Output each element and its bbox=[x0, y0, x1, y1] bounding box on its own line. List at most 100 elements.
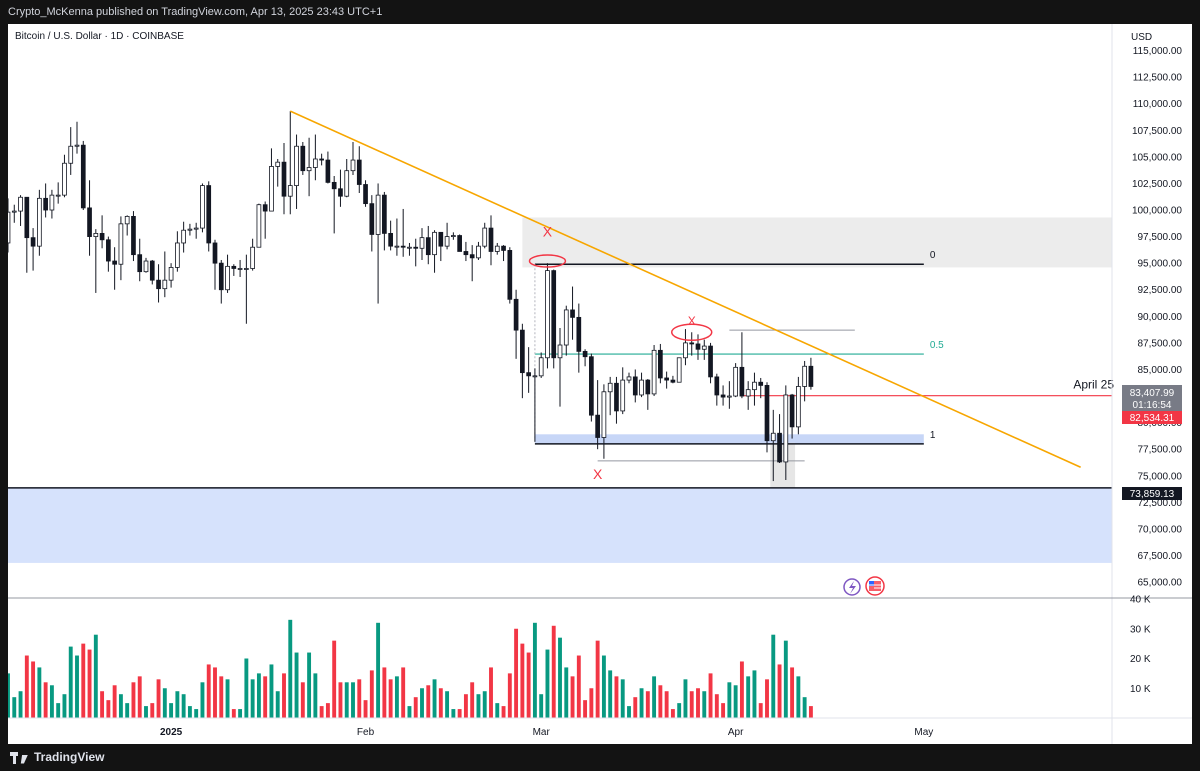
candle-body bbox=[639, 379, 644, 396]
candle-body bbox=[74, 144, 80, 147]
volume-bar bbox=[43, 682, 48, 718]
candle-body bbox=[231, 265, 237, 269]
volume-bar bbox=[677, 703, 682, 718]
candle-body bbox=[658, 349, 663, 379]
candle-body bbox=[789, 394, 795, 428]
candle bbox=[432, 230, 437, 273]
volume-bar bbox=[219, 676, 224, 718]
volume-bar bbox=[507, 673, 512, 718]
candle bbox=[331, 176, 337, 234]
candle-body bbox=[99, 233, 105, 241]
volume-bar bbox=[200, 682, 205, 718]
volume-bar bbox=[313, 673, 318, 718]
candle bbox=[695, 334, 701, 360]
volume-bar bbox=[231, 709, 236, 718]
candle-body bbox=[143, 260, 149, 273]
candle bbox=[658, 343, 663, 384]
volume-bar bbox=[639, 688, 644, 718]
volume-bar bbox=[68, 646, 73, 718]
volume-bar bbox=[689, 691, 694, 718]
volume-bar bbox=[777, 664, 782, 718]
candle-body bbox=[281, 161, 287, 197]
candle-body bbox=[400, 245, 406, 248]
volume-bar bbox=[144, 706, 148, 718]
candle-body bbox=[589, 356, 594, 416]
candle-body bbox=[538, 357, 544, 377]
candle-body bbox=[513, 298, 519, 331]
candle bbox=[30, 228, 36, 271]
volume-bar bbox=[125, 703, 130, 718]
candle bbox=[714, 373, 720, 406]
candle bbox=[469, 245, 475, 282]
volume-bar bbox=[369, 670, 374, 718]
candle bbox=[137, 238, 143, 282]
volume-bar bbox=[432, 679, 437, 718]
lightning-glyph bbox=[849, 581, 856, 594]
candle-body bbox=[331, 181, 337, 190]
candle bbox=[156, 264, 161, 303]
candle bbox=[80, 140, 86, 211]
candle bbox=[237, 259, 243, 277]
candle bbox=[808, 357, 814, 390]
chart-area[interactable]: 0 0.5 1 April 25 X X X Bitcoin / U.S. Dollar ·… bbox=[8, 24, 1192, 744]
volume-bar bbox=[746, 676, 751, 718]
flag-canton bbox=[869, 581, 874, 586]
volume-bar bbox=[49, 685, 54, 718]
candle-body bbox=[614, 382, 619, 412]
volume-bar bbox=[319, 706, 324, 718]
volume-bar bbox=[796, 676, 801, 718]
candle-body bbox=[313, 158, 318, 168]
candle bbox=[49, 189, 55, 219]
candle bbox=[344, 158, 350, 198]
candle-body bbox=[463, 251, 469, 256]
mid-circle-highlight bbox=[670, 323, 713, 342]
footer-brand[interactable]: TradingView bbox=[0, 744, 1200, 771]
candle-body bbox=[269, 166, 274, 212]
candle bbox=[770, 409, 776, 482]
candle bbox=[639, 372, 644, 398]
price-tick-label: 95,000.00 bbox=[1138, 259, 1183, 270]
candle-body bbox=[112, 260, 117, 265]
volume-bar bbox=[608, 670, 613, 718]
volume-bar bbox=[696, 688, 700, 718]
candle bbox=[708, 342, 713, 384]
volume-bar bbox=[244, 658, 249, 718]
brand-name: TradingView bbox=[34, 750, 105, 764]
candle bbox=[407, 242, 412, 256]
volume-bar bbox=[752, 670, 757, 718]
april-25-label: April 25 bbox=[1073, 378, 1114, 392]
candle bbox=[162, 251, 168, 298]
volume-bar bbox=[300, 682, 305, 718]
candle bbox=[250, 238, 255, 271]
candle bbox=[87, 180, 92, 256]
candle bbox=[118, 216, 124, 281]
candle-body bbox=[432, 231, 437, 256]
price-tick-label: 90,000.00 bbox=[1138, 312, 1183, 323]
candle-body bbox=[325, 159, 331, 183]
price-tick-label: 75,000.00 bbox=[1138, 471, 1183, 482]
candle bbox=[444, 222, 450, 250]
price-tick-label: 67,500.00 bbox=[1138, 551, 1183, 562]
candle-body bbox=[338, 188, 343, 197]
price-tick-label: 70,000.00 bbox=[1138, 524, 1183, 535]
price-tick-label: 100,000.00 bbox=[1132, 206, 1182, 217]
volume-bar bbox=[721, 703, 726, 718]
candle bbox=[281, 143, 287, 215]
volume-bar bbox=[564, 667, 569, 718]
candle-body bbox=[620, 379, 626, 412]
marker-price-badge: 82,534.31 bbox=[1122, 411, 1182, 424]
volume-bar bbox=[601, 655, 606, 718]
descending-trendline[interactable] bbox=[289, 110, 1081, 468]
candle bbox=[319, 153, 324, 166]
volume-bar bbox=[445, 691, 450, 718]
candle bbox=[520, 323, 525, 399]
candle-body bbox=[131, 215, 136, 256]
volume-bar bbox=[495, 703, 500, 718]
candle-body bbox=[714, 376, 720, 396]
volume-bar bbox=[501, 706, 506, 718]
currency-label[interactable]: USD bbox=[1131, 32, 1152, 43]
x-mark-mid: X bbox=[688, 314, 696, 328]
volume-bar bbox=[808, 706, 813, 718]
event-icons[interactable] bbox=[843, 576, 885, 596]
candle-body bbox=[545, 270, 550, 359]
